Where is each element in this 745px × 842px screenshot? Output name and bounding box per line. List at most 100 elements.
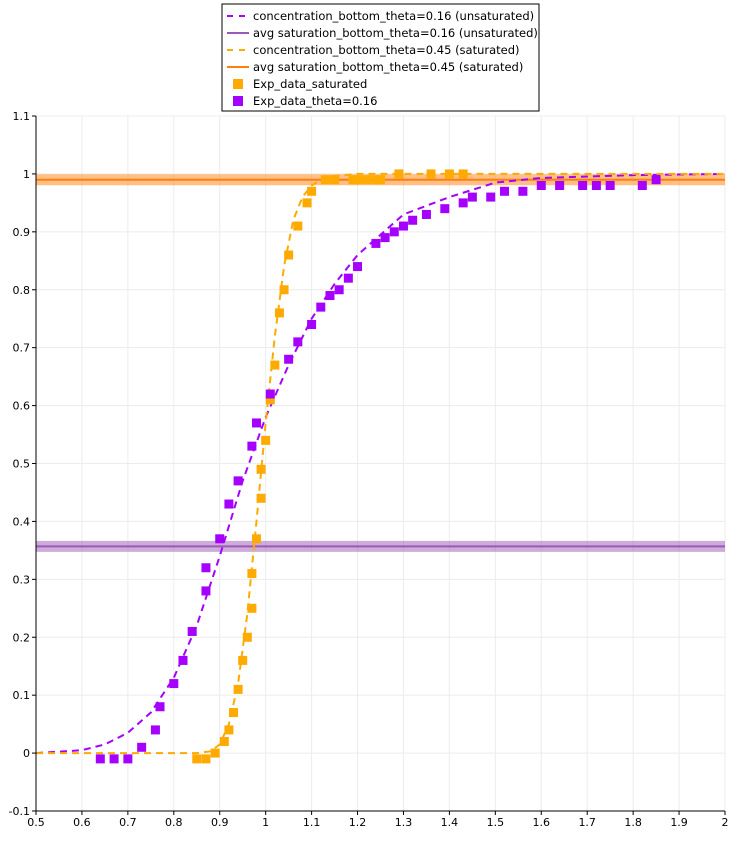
data-point	[201, 586, 211, 596]
y-tick-label: 0.3	[13, 573, 31, 586]
legend: concentration_bottom_theta=0.16 (unsatur…	[221, 3, 540, 112]
grid	[35, 115, 726, 812]
data-point	[353, 262, 363, 272]
data-point	[394, 169, 404, 179]
data-point	[651, 175, 661, 185]
data-point	[555, 181, 565, 190]
axes: 0.5 0.6 0.7 0.8 0.9 1 1.1 1.2 1.3 1.4 1.5 1.6 1.7 1.8…	[9, 110, 729, 829]
y-tick-label: 0.6	[13, 400, 31, 413]
x-tick-label: 0.7	[119, 816, 137, 829]
data-point	[284, 354, 294, 364]
x-tick-label: 1.7	[578, 816, 596, 829]
y-tick-label: -0.1	[9, 805, 30, 818]
y-tick-label: 0.2	[13, 631, 31, 644]
y-tick-label: 1	[23, 168, 30, 181]
data-point	[284, 250, 294, 260]
legend-marker-swatch	[233, 96, 243, 106]
data-point	[307, 320, 317, 329]
y-tick-label: 0	[23, 747, 30, 760]
data-point	[274, 308, 284, 318]
data-point	[389, 227, 399, 237]
x-tick-label: 1.5	[487, 816, 505, 829]
data-point	[320, 175, 330, 185]
y-tick-label: 1.1	[13, 110, 31, 123]
x-tick-label: 0.9	[211, 816, 229, 829]
x-tick-label: 1	[262, 816, 269, 829]
data-point	[219, 737, 229, 746]
legend-label: Exp_data_saturated	[253, 77, 367, 91]
data-point	[210, 748, 220, 758]
data-point	[343, 273, 353, 283]
data-point	[591, 181, 601, 190]
data-point	[408, 215, 418, 225]
data-point	[426, 169, 436, 179]
data-point	[261, 435, 271, 445]
data-point	[95, 754, 105, 764]
x-tick-label: 1.2	[349, 816, 367, 829]
data-point	[137, 742, 147, 752]
data-point	[371, 175, 381, 185]
data-point	[398, 221, 408, 231]
data-point	[458, 169, 468, 179]
data-point	[265, 389, 275, 399]
x-tick-label: 1.8	[624, 816, 642, 829]
x-tick-label: 1.6	[533, 816, 551, 829]
data-point	[440, 204, 450, 214]
data-point	[233, 476, 243, 486]
data-point	[536, 181, 546, 190]
data-point	[238, 655, 248, 665]
data-point	[637, 181, 647, 190]
data-point	[169, 679, 179, 689]
x-tick-label: 0.8	[165, 816, 183, 829]
data-point	[421, 209, 431, 219]
y-tick-label: 0.7	[13, 342, 31, 355]
data-point	[270, 360, 280, 370]
data-point	[251, 418, 261, 428]
data-point	[486, 192, 496, 202]
series-layer	[35, 169, 726, 764]
x-tick-label: 1.1	[303, 816, 321, 829]
data-point	[265, 395, 275, 405]
data-point	[362, 175, 372, 185]
x-tick-label: 1.9	[670, 816, 688, 829]
data-point	[215, 534, 225, 544]
data-point	[376, 175, 385, 185]
data-point	[518, 186, 528, 196]
data-point	[201, 754, 211, 764]
x-tick-label: 0.5	[27, 816, 45, 829]
data-point	[123, 754, 133, 764]
legend-marker-swatch	[233, 79, 243, 89]
y-tick-label: 0.1	[13, 689, 31, 702]
data-point	[444, 169, 454, 179]
data-point	[229, 708, 239, 718]
data-point	[233, 684, 243, 694]
data-point	[247, 569, 257, 579]
x-tick-label: 2	[722, 816, 729, 829]
data-point	[247, 603, 257, 613]
data-point	[293, 221, 303, 231]
data-point	[279, 285, 289, 295]
data-point	[578, 181, 588, 190]
data-point	[348, 175, 358, 185]
legend-box	[221, 3, 540, 112]
data-point	[150, 725, 160, 735]
data-point	[307, 186, 317, 196]
x-tick-label: 0.6	[73, 816, 91, 829]
data-point	[302, 198, 312, 208]
data-point	[325, 291, 335, 301]
data-point	[192, 754, 202, 764]
data-point	[380, 233, 390, 243]
data-point	[109, 754, 119, 764]
data-point	[353, 175, 363, 185]
data-point	[242, 632, 252, 642]
data-point	[224, 499, 234, 509]
data-point	[458, 198, 468, 208]
data-point	[605, 181, 615, 190]
data-point	[371, 238, 381, 248]
x-tick-label: 1.4	[441, 816, 459, 829]
data-point	[256, 464, 266, 474]
data-point	[467, 192, 477, 202]
data-point	[293, 337, 303, 347]
data-point	[316, 302, 326, 312]
